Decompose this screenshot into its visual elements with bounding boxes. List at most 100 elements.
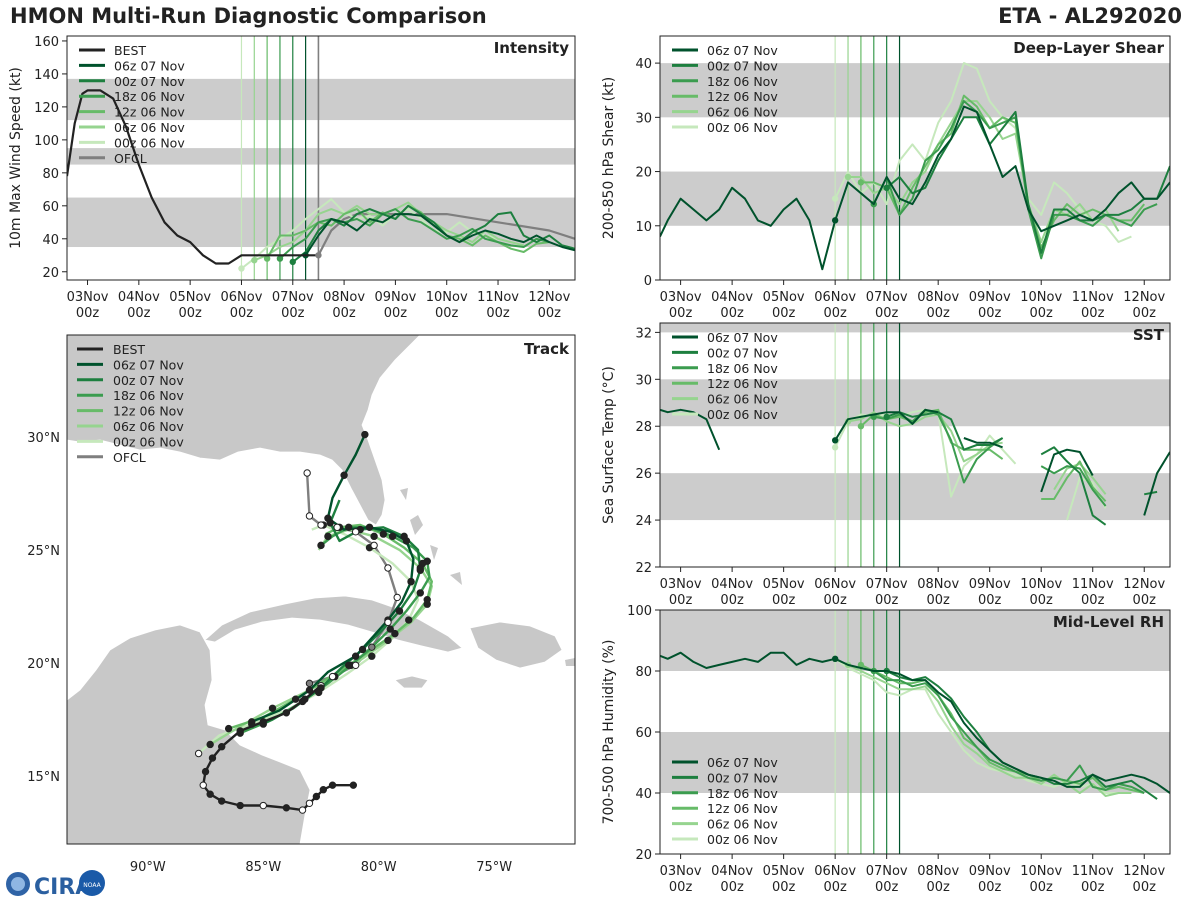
track-point	[351, 652, 360, 660]
shear-xtick-label: 06Nov	[814, 290, 856, 305]
shear-xtick-label: 00z	[720, 306, 744, 321]
shear-legend-label: 18z 06 Nov	[707, 74, 778, 89]
track-point	[259, 720, 267, 728]
intensity-ytick-label: 80	[42, 167, 59, 182]
rh-legend-label: 00z 07 Nov	[707, 770, 778, 785]
track-point	[259, 801, 267, 810]
intensity-xtick-label: 06Nov	[221, 290, 263, 305]
rh-xtick-label: 00z	[1081, 880, 1105, 895]
intensity-init-point	[289, 258, 296, 266]
shear-xtick-label: 00z	[875, 306, 899, 321]
intensity-xtick-label: 07Nov	[272, 290, 314, 305]
shear-ytick-label: 30	[635, 111, 652, 126]
rh-xtick-label: 11Nov	[1072, 864, 1114, 879]
sst-series-line	[1053, 462, 1107, 495]
track-point	[351, 661, 360, 669]
shear-xtick-label: 00z	[823, 306, 847, 321]
shear-ytick-label: 0	[644, 274, 652, 289]
track-point	[298, 806, 307, 814]
shear-xtick-label: 11Nov	[1072, 290, 1114, 305]
track-point	[333, 523, 341, 531]
intensity-series-line	[279, 208, 550, 260]
track-point	[349, 781, 358, 789]
sst-series-line	[1040, 448, 1094, 493]
track-point	[208, 754, 217, 762]
shear-series-line	[660, 105, 1170, 271]
sst-series-line	[886, 411, 1004, 451]
track-point	[324, 532, 332, 541]
hispaniola-landmass	[469, 621, 563, 669]
track-point	[405, 616, 413, 624]
track-point	[416, 564, 424, 572]
sst-init-point	[831, 444, 839, 451]
intensity-xtick-label: 09Nov	[374, 290, 416, 305]
rh-plot-area	[660, 610, 1170, 854]
track-xtick-label: 90°W	[130, 860, 166, 875]
track-point	[358, 645, 367, 654]
intensity-series-line	[67, 89, 319, 265]
shear-xtick-label: 04Nov	[711, 290, 753, 305]
track-point	[314, 688, 323, 697]
track-point	[400, 532, 408, 541]
logo-badge: NOAA	[83, 882, 101, 889]
sst-ytick-label: 30	[635, 373, 652, 388]
track-point	[370, 541, 378, 550]
jamaica-landmass	[394, 675, 429, 689]
sst-xtick-label: 00z	[669, 593, 693, 608]
track-point	[384, 618, 392, 627]
rh-ytick-label: 60	[635, 726, 652, 741]
sst-xtick-label: 00z	[1081, 593, 1105, 608]
sst-legend-label: 18z 06 Nov	[707, 361, 778, 376]
intensity-xtick-label: 00z	[538, 306, 562, 321]
intensity-legend-label: 00z 06 Nov	[114, 135, 185, 150]
rh-xtick-label: 03Nov	[660, 864, 702, 879]
shear-xtick-label: 10Nov	[1020, 290, 1062, 305]
intensity-legend-label: 00z 07 Nov	[114, 74, 185, 89]
sst-ytick-label: 32	[635, 326, 652, 341]
panel-intensity: 2040608010012014016003Nov00z04Nov00z05No…	[8, 35, 576, 321]
rh-legend-label: 06z 07 Nov	[707, 755, 778, 770]
intensity-band	[67, 78, 575, 121]
sst-series-line	[1143, 451, 1170, 516]
track-point	[291, 695, 300, 703]
track-plot-area	[194, 430, 433, 814]
intensity-xtick-label: 00z	[332, 306, 356, 321]
sst-xtick-label: 05Nov	[763, 577, 805, 592]
track-point	[194, 749, 203, 758]
shear-title: Deep-Layer Shear	[1013, 39, 1164, 57]
track-legend-label: 00z 06 Nov	[113, 434, 184, 449]
intensity-ylabel: 10m Max Wind Speed (kt)	[8, 67, 24, 249]
track-point	[319, 786, 328, 794]
rh-series-line	[660, 651, 1170, 794]
track-point	[201, 767, 210, 776]
sst-series-line	[873, 408, 1004, 484]
sst-init-point	[831, 437, 839, 444]
track-legend-label: 06z 06 Nov	[113, 419, 184, 434]
shear-frame	[659, 35, 1171, 281]
track-ytick-label: 20°N	[27, 657, 60, 672]
sst-xtick-label: 11Nov	[1072, 577, 1114, 592]
sst-xtick-label: 03Nov	[660, 577, 702, 592]
track-point	[328, 781, 337, 789]
track-legend-label: 00z 07 Nov	[113, 373, 184, 388]
intensity-legend-label: 18z 06 Nov	[114, 89, 185, 104]
track-point	[282, 709, 291, 717]
sst-xtick-label: 10Nov	[1020, 577, 1062, 592]
intensity-xtick-label: 12Nov	[528, 290, 570, 305]
track-ytick-label: 25°N	[27, 544, 60, 559]
shear-init-point	[844, 173, 852, 181]
track-title: Track	[524, 340, 570, 358]
shear-xtick-label: 07Nov	[866, 290, 908, 305]
rh-init-point	[857, 661, 865, 669]
track-point	[345, 661, 353, 669]
shear-init-point	[883, 184, 890, 192]
track-frame	[66, 334, 576, 845]
rh-ylabel: 700-500 hPa Humidity (%)	[601, 640, 617, 825]
shear-legend-label: 00z 07 Nov	[707, 58, 778, 73]
rh-xtick-label: 00z	[772, 880, 796, 895]
shear-band	[660, 63, 1170, 118]
shear-plot-area	[660, 36, 1170, 280]
shear-series-line	[834, 62, 1132, 243]
rh-xtick-label: 06Nov	[814, 864, 856, 879]
track-xtick-label: 75°W	[476, 860, 512, 875]
